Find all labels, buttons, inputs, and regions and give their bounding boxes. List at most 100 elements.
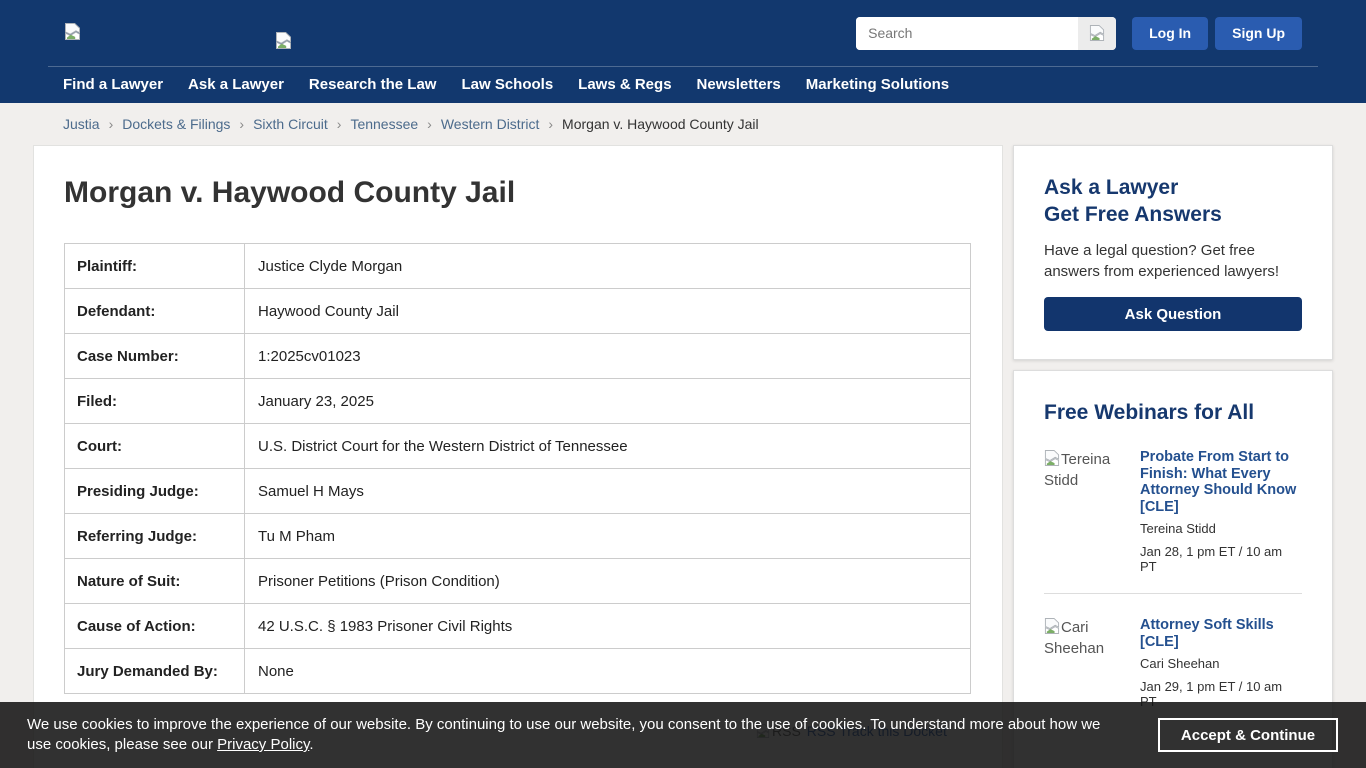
site-header: Log In Sign Up Find a Lawyer Ask a Lawye… (0, 0, 1366, 103)
field-label: Defendant: (64, 288, 245, 334)
webinars-box: Free Webinars for All Tereina Stidd Prob… (1013, 370, 1333, 768)
breadcrumb-separator: › (548, 116, 554, 132)
webinar-item: Tereina Stidd Probate From Start to Fini… (1044, 449, 1302, 574)
cookie-text-before: We use cookies to improve the experience… (27, 716, 1101, 753)
field-label: Court: (64, 423, 245, 469)
nav-research-the-law[interactable]: Research the Law (308, 76, 437, 93)
search-button[interactable] (1078, 16, 1117, 50)
field-value: Prisoner Petitions (Prison Condition) (244, 558, 971, 604)
search-input[interactable] (856, 16, 1079, 50)
breadcrumb-separator: › (239, 116, 245, 132)
webinar-speaker: Cari Sheehan (1140, 656, 1220, 671)
webinar-thumb-alt: Cari Sheehan (1044, 619, 1105, 657)
login-button[interactable]: Log In (1132, 16, 1209, 50)
webinars-heading: Free Webinars for All (1044, 401, 1255, 424)
webinar-info: Attorney Soft Skills [CLE] Cari Sheehan … (1140, 617, 1302, 709)
breadcrumb-justia[interactable]: Justia (63, 116, 100, 132)
field-value: U.S. District Court for the Western Dist… (244, 423, 971, 469)
case-details-table: Plaintiff: Justice Clyde Morgan Defendan… (64, 243, 971, 694)
field-value: January 23, 2025 (244, 378, 971, 424)
nav-law-schools[interactable]: Law Schools (461, 76, 554, 93)
privacy-policy-link[interactable]: Privacy Policy (217, 736, 310, 753)
table-row: Nature of Suit: Prisoner Petitions (Pris… (64, 558, 971, 604)
secondary-logo[interactable] (275, 31, 292, 50)
webinar-thumbnail[interactable]: Cari Sheehan (1044, 617, 1140, 709)
nav-newsletters[interactable]: Newsletters (696, 76, 781, 93)
case-card: Morgan v. Haywood County Jail Plaintiff:… (33, 145, 1003, 768)
webinar-thumb-alt: Tereina Stidd (1044, 451, 1111, 489)
webinar-date: Jan 28, 1 pm ET / 10 am PT (1140, 544, 1283, 574)
signup-button[interactable]: Sign Up (1215, 16, 1302, 50)
broken-image-icon (1044, 450, 1060, 466)
field-label: Case Number: (64, 333, 245, 379)
broken-image-icon (1044, 618, 1060, 634)
breadcrumb-western-district[interactable]: Western District (440, 116, 540, 132)
webinar-info: Probate From Start to Finish: What Every… (1140, 449, 1302, 574)
site-logo[interactable] (64, 22, 81, 41)
ask-question-button[interactable]: Ask Question (1044, 297, 1302, 331)
webinar-title-link[interactable]: Probate From Start to Finish: What Every… (1140, 449, 1297, 515)
field-label: Referring Judge: (64, 513, 245, 559)
main-nav: Find a Lawyer Ask a Lawyer Research the … (48, 67, 1318, 103)
page-title: Morgan v. Haywood County Jail (64, 176, 516, 209)
main-nav-row: Find a Lawyer Ask a Lawyer Research the … (48, 66, 1318, 103)
table-row: Cause of Action: 42 U.S.C. § 1983 Prison… (64, 603, 971, 649)
ask-lawyer-heading: Ask a Lawyer Get Free Answers (1044, 174, 1302, 228)
content: Morgan v. Haywood County Jail Plaintiff:… (0, 145, 1366, 768)
table-row: Plaintiff: Justice Clyde Morgan (64, 243, 971, 289)
cookie-banner: We use cookies to improve the experience… (0, 702, 1366, 768)
table-row: Court: U.S. District Court for the Weste… (64, 423, 971, 469)
table-row: Presiding Judge: Samuel H Mays (64, 468, 971, 514)
nav-marketing-solutions[interactable]: Marketing Solutions (805, 76, 950, 93)
ask-lawyer-box: Ask a Lawyer Get Free Answers Have a leg… (1013, 145, 1333, 360)
webinar-speaker: Tereina Stidd (1140, 521, 1216, 536)
broken-image-icon (65, 22, 80, 40)
webinar-item: Cari Sheehan Attorney Soft Skills [CLE] … (1044, 617, 1302, 709)
webinar-title-link[interactable]: Attorney Soft Skills [CLE] (1140, 617, 1274, 650)
field-value: Justice Clyde Morgan (244, 243, 971, 289)
nav-find-a-lawyer[interactable]: Find a Lawyer (63, 76, 164, 93)
field-label: Jury Demanded By: (64, 648, 245, 694)
ask-lawyer-heading-line1: Ask a Lawyer (1044, 176, 1179, 199)
table-row: Defendant: Haywood County Jail (64, 288, 971, 334)
nav-laws-and-regs[interactable]: Laws & Regs (578, 76, 672, 93)
breadcrumb-separator: › (427, 116, 432, 132)
field-value: 42 U.S.C. § 1983 Prisoner Civil Rights (244, 603, 971, 649)
table-row: Filed: January 23, 2025 (64, 378, 971, 424)
table-row: Case Number: 1:2025cv01023 (64, 333, 971, 379)
field-label: Cause of Action: (64, 603, 245, 649)
field-value: None (244, 648, 971, 694)
webinar-thumbnail[interactable]: Tereina Stidd (1044, 449, 1140, 574)
ask-lawyer-text: Have a legal question? Get free answers … (1044, 242, 1280, 280)
field-value: Haywood County Jail (244, 288, 971, 334)
search-form (856, 16, 1117, 50)
broken-image-icon (1090, 25, 1105, 41)
cookie-banner-text: We use cookies to improve the experience… (27, 715, 1158, 755)
field-value: Tu M Pham (244, 513, 971, 559)
auth-buttons: Log In Sign Up (1132, 16, 1302, 50)
breadcrumb-separator: › (336, 116, 342, 132)
broken-image-icon (276, 31, 291, 49)
breadcrumb-current: Morgan v. Haywood County Jail (562, 116, 759, 132)
ask-lawyer-heading-line2: Get Free Answers (1044, 203, 1222, 226)
field-label: Filed: (64, 378, 245, 424)
breadcrumb-sixth-circuit[interactable]: Sixth Circuit (253, 116, 328, 132)
header-top-row: Log In Sign Up (0, 0, 1366, 66)
breadcrumb: Justia › Dockets & Filings › Sixth Circu… (0, 103, 1366, 145)
accept-continue-button[interactable]: Accept & Continue (1158, 718, 1338, 752)
table-row: Referring Judge: Tu M Pham (64, 513, 971, 559)
breadcrumb-dockets-filings[interactable]: Dockets & Filings (122, 116, 231, 132)
field-value: Samuel H Mays (244, 468, 971, 514)
breadcrumb-tennessee[interactable]: Tennessee (350, 116, 419, 132)
breadcrumb-separator: › (108, 116, 114, 132)
divider (1044, 593, 1302, 594)
table-row: Jury Demanded By: None (64, 648, 971, 694)
field-label: Presiding Judge: (64, 468, 245, 514)
field-label: Plaintiff: (64, 243, 245, 289)
field-value: 1:2025cv01023 (244, 333, 971, 379)
nav-ask-a-lawyer[interactable]: Ask a Lawyer (188, 76, 284, 93)
sidebar: Ask a Lawyer Get Free Answers Have a leg… (1013, 145, 1333, 768)
field-label: Nature of Suit: (64, 558, 245, 604)
cookie-text-after: . (309, 736, 314, 753)
